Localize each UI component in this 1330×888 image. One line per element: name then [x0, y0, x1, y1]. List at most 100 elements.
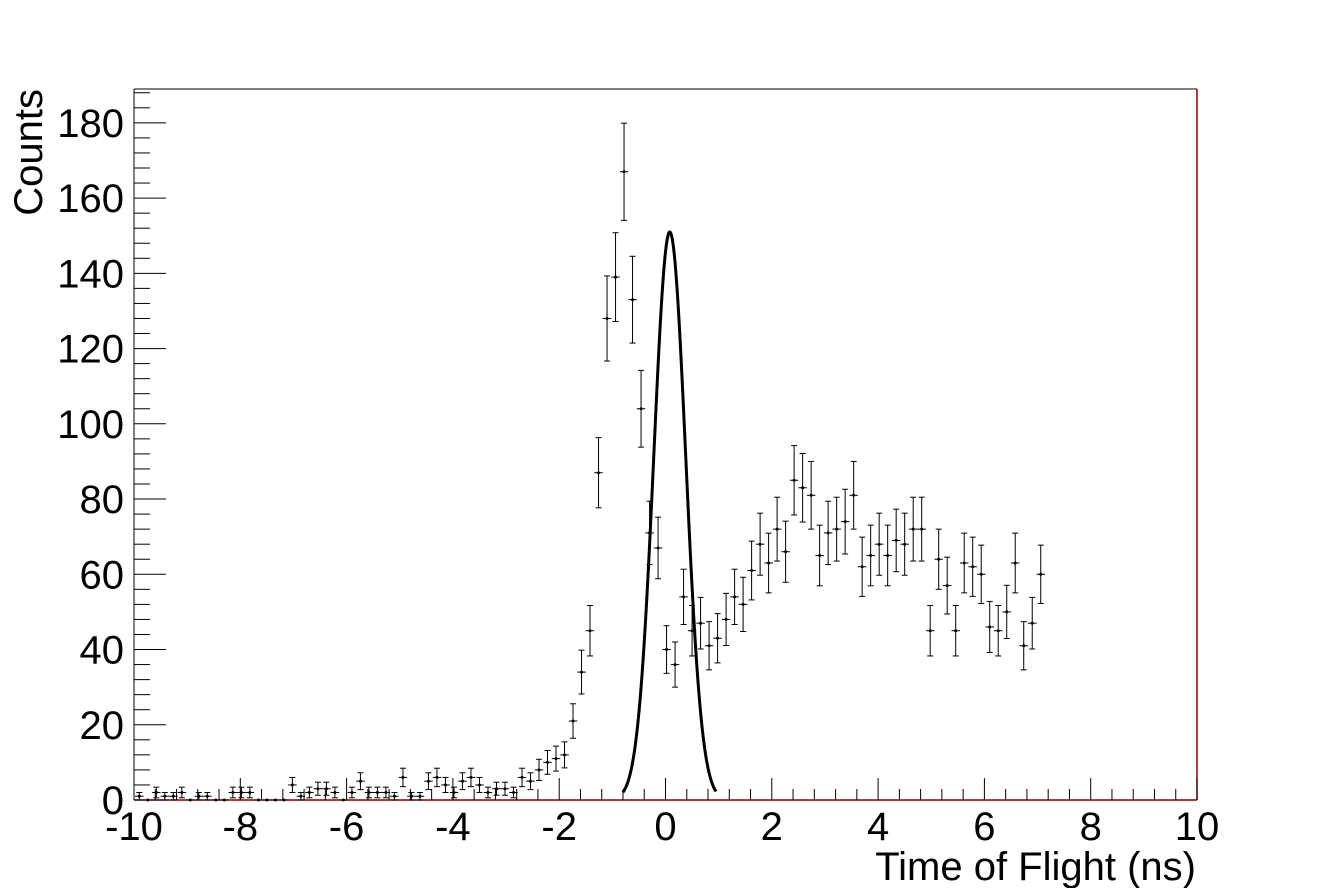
data-point: [662, 625, 671, 674]
data-point: [806, 460, 816, 530]
data-point: [772, 496, 782, 562]
data-marker: [614, 275, 618, 279]
x-tick-label: 2: [761, 805, 783, 849]
data-marker: [826, 531, 830, 535]
data-marker: [724, 617, 728, 621]
data-marker: [673, 663, 677, 667]
data-point: [764, 532, 773, 594]
data-marker: [197, 794, 201, 798]
x-tick-label: 6: [973, 805, 995, 849]
data-point: [883, 524, 892, 587]
data-marker: [392, 794, 396, 798]
data-marker: [639, 407, 643, 411]
data-point: [347, 786, 357, 799]
data-point: [619, 122, 629, 221]
data-point: [364, 786, 374, 799]
data-point: [237, 786, 246, 799]
data-marker: [180, 790, 184, 794]
data-point: [713, 613, 722, 664]
data-marker: [537, 768, 541, 772]
data-point: [432, 767, 442, 788]
data-point: [976, 544, 986, 604]
data-marker: [384, 790, 388, 794]
data-marker: [809, 493, 813, 497]
data-marker: [750, 569, 754, 573]
data-point: [492, 781, 501, 796]
data-marker: [631, 298, 635, 302]
data-marker: [460, 779, 464, 783]
data-marker: [443, 783, 447, 787]
data-point: [653, 516, 663, 580]
data-point: [934, 528, 943, 590]
data-point: [755, 512, 765, 576]
data-marker: [231, 790, 235, 794]
data-point: [381, 786, 391, 799]
data-marker: [273, 798, 277, 802]
data-marker: [597, 471, 601, 475]
data-marker: [256, 798, 260, 802]
data-point: [543, 749, 552, 775]
data-marker: [163, 794, 167, 798]
data-point: [271, 798, 280, 802]
data-point: [177, 786, 187, 799]
data-marker: [546, 760, 550, 764]
data-marker: [962, 561, 966, 565]
data-marker: [741, 602, 745, 606]
data-marker: [1022, 644, 1026, 648]
data-point: [330, 786, 340, 799]
data-marker: [494, 787, 498, 791]
plot-frame: [133, 88, 1198, 801]
data-marker: [920, 527, 924, 531]
data-marker: [282, 798, 286, 802]
data-point: [985, 600, 994, 653]
data-marker: [665, 648, 669, 652]
data-point: [135, 791, 144, 801]
data-point: [424, 772, 433, 791]
data-point: [857, 536, 867, 597]
data-point: [228, 786, 238, 799]
data-point: [636, 369, 646, 448]
data-marker: [486, 790, 490, 794]
data-point: [356, 772, 365, 791]
x-tick-label: 0: [654, 805, 676, 849]
data-marker: [358, 779, 362, 783]
data-marker: [401, 775, 405, 779]
data-marker: [937, 557, 941, 561]
data-marker: [205, 794, 209, 798]
data-point: [908, 496, 918, 562]
data-marker: [137, 794, 141, 798]
y-tick-label: 160: [57, 177, 124, 221]
data-marker: [988, 625, 992, 629]
data-point: [1002, 584, 1011, 640]
data-marker: [222, 798, 226, 802]
x-tick-labels: -10 -8 -6 -4 -2 0 2 4 6 8 10: [105, 805, 1219, 849]
data-marker: [877, 542, 881, 546]
data-point: [279, 798, 289, 802]
data-marker: [792, 478, 796, 482]
data-marker: [580, 670, 584, 674]
data-point: [696, 596, 705, 650]
data-marker: [835, 527, 839, 531]
data-point: [611, 232, 620, 322]
data-marker: [716, 636, 720, 640]
data-marker: [367, 790, 371, 794]
data-point: [169, 791, 178, 801]
data-point: [313, 781, 323, 796]
data-marker: [452, 790, 456, 794]
data-point: [840, 488, 850, 555]
data-point: [585, 604, 595, 657]
data-marker: [860, 565, 864, 569]
data-point: [534, 758, 544, 782]
data-point: [602, 275, 612, 362]
data-point: [254, 798, 263, 802]
x-tick-label: -2: [541, 805, 577, 849]
data-point: [390, 791, 399, 801]
data-point: [262, 798, 272, 802]
data-marker: [435, 775, 439, 779]
data-point: [211, 798, 221, 802]
data-marker: [307, 790, 311, 794]
data-marker: [869, 553, 873, 557]
data-marker: [341, 798, 345, 802]
data-point: [245, 786, 255, 799]
